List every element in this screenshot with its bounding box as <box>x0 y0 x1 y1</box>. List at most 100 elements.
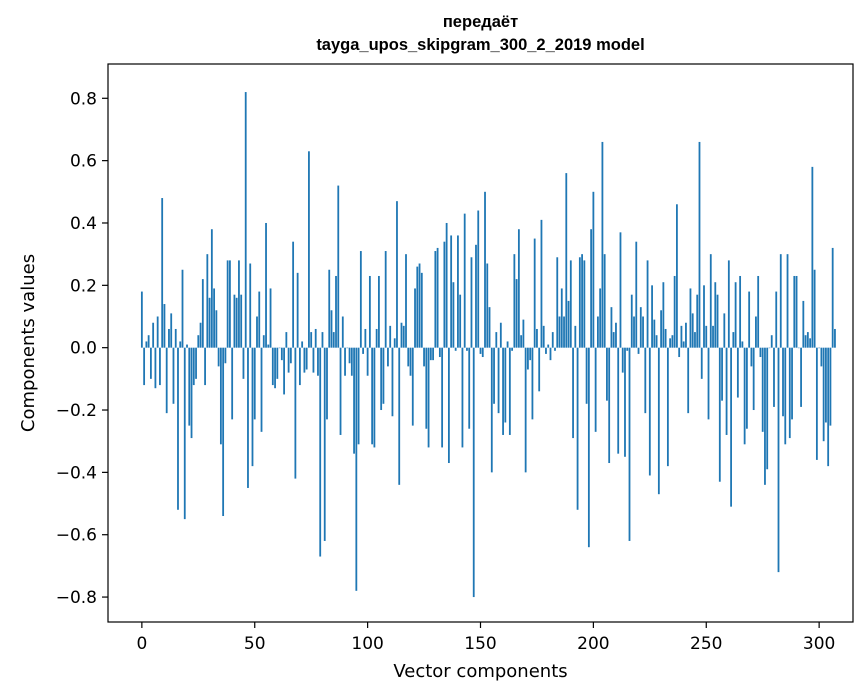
bar <box>635 241 638 348</box>
bar <box>673 275 676 348</box>
bar <box>815 347 818 460</box>
bar <box>581 254 583 348</box>
bar <box>793 275 796 348</box>
bar <box>470 257 473 348</box>
bar <box>820 347 823 367</box>
bar <box>515 279 518 348</box>
bar <box>292 241 295 348</box>
bar <box>441 347 444 448</box>
bar <box>739 275 742 348</box>
bar <box>827 347 830 467</box>
bar <box>253 347 256 420</box>
bar <box>380 347 383 411</box>
bar <box>831 247 834 348</box>
bar <box>725 347 728 435</box>
bar <box>545 347 547 354</box>
bar <box>549 347 552 361</box>
bar <box>335 275 337 348</box>
bar <box>147 335 150 348</box>
bar <box>213 288 216 348</box>
bar <box>750 347 753 367</box>
bar <box>567 300 570 348</box>
bar <box>298 347 301 386</box>
bar <box>508 347 511 435</box>
bar <box>752 347 755 411</box>
bar <box>606 347 608 401</box>
bar <box>583 260 586 348</box>
y-tick-label: 0.8 <box>70 89 97 109</box>
bar <box>696 294 699 348</box>
bar <box>447 347 450 464</box>
bar <box>348 347 351 364</box>
bar <box>405 254 407 348</box>
bar <box>357 347 360 445</box>
bar <box>648 347 651 476</box>
bar <box>195 347 197 379</box>
bar <box>423 347 425 367</box>
bar <box>242 347 245 379</box>
bar <box>802 300 805 348</box>
bar <box>190 347 193 439</box>
chart-title-line2: tayga_upos_skipgram_300_2_2019 model <box>316 36 645 54</box>
bar <box>486 263 489 348</box>
bar <box>536 328 538 348</box>
bar <box>192 347 195 386</box>
bar <box>572 347 574 439</box>
axes-group: 0 50 100 150 200 250 300 −0.8 −0.6 −0.4 −0.2 0.0 0.2… <box>56 89 836 654</box>
bar <box>454 347 457 351</box>
bar <box>359 251 362 348</box>
bar <box>723 313 726 348</box>
bar <box>594 347 597 432</box>
bar <box>651 285 653 348</box>
bar <box>312 347 315 373</box>
bar <box>371 347 374 445</box>
bar <box>289 347 292 364</box>
bar <box>678 347 681 358</box>
x-tick-label: 50 <box>244 634 266 654</box>
bar <box>364 328 367 348</box>
bar <box>267 344 270 348</box>
bar <box>599 288 602 348</box>
bar <box>775 291 778 348</box>
bar <box>488 307 491 348</box>
x-tick-label: 300 <box>803 634 835 654</box>
bar <box>705 325 708 348</box>
bar <box>382 347 385 404</box>
bar <box>777 347 780 573</box>
bar <box>587 347 590 548</box>
bar <box>522 319 525 348</box>
bar <box>391 347 394 417</box>
bar <box>770 335 773 348</box>
bar <box>319 347 322 557</box>
bar <box>427 347 430 448</box>
y-tick-label: 0.4 <box>70 214 97 234</box>
bar <box>533 238 536 348</box>
bar <box>143 347 146 386</box>
bar <box>468 347 471 429</box>
bar <box>197 335 200 348</box>
bar <box>337 185 340 348</box>
bar <box>811 166 814 348</box>
bar <box>274 347 276 389</box>
bar <box>700 347 703 379</box>
bar <box>206 254 209 348</box>
bar <box>779 254 782 348</box>
bar <box>366 347 369 376</box>
bar <box>556 257 559 348</box>
bar <box>630 294 633 348</box>
bar <box>251 347 254 467</box>
bar <box>682 341 685 348</box>
bar <box>601 141 604 348</box>
bar <box>323 347 326 541</box>
bar <box>398 347 401 485</box>
bar <box>350 347 353 376</box>
bar <box>517 229 520 348</box>
bar <box>215 310 218 348</box>
bar <box>308 151 310 348</box>
bar <box>578 257 581 348</box>
bar <box>276 347 279 379</box>
bar <box>822 347 825 442</box>
bar <box>782 347 784 417</box>
y-tick-label: 0.0 <box>70 339 97 359</box>
bar <box>639 307 642 348</box>
